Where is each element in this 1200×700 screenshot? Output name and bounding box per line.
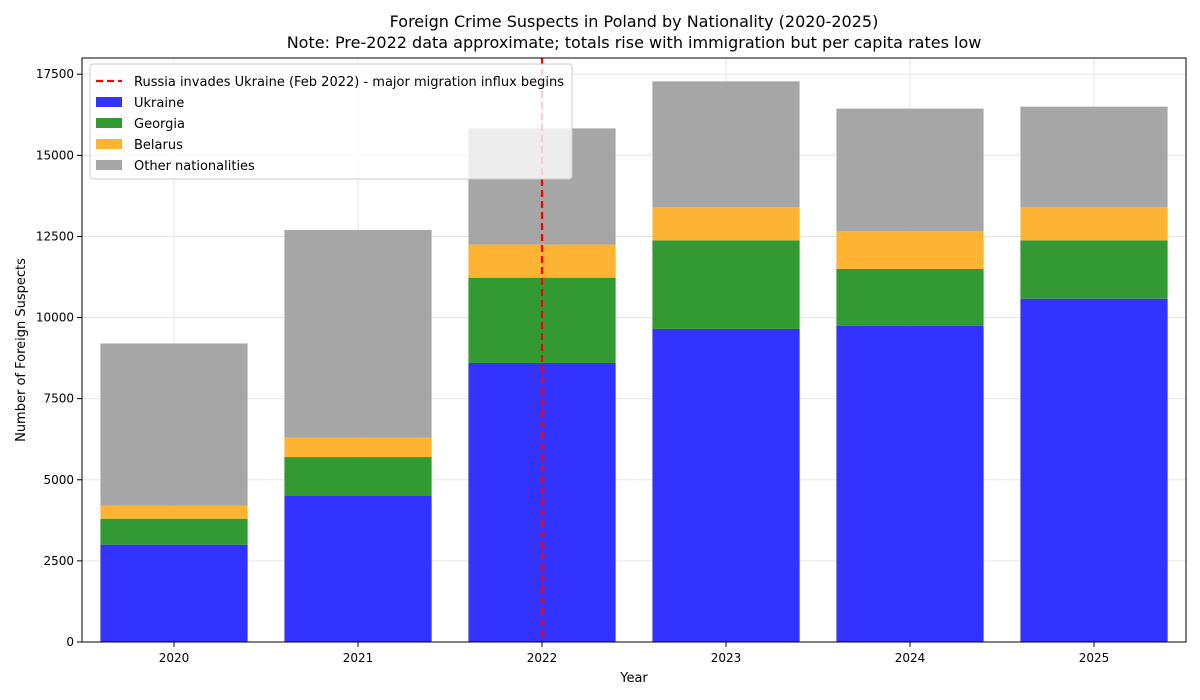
y-tick-label: 15000 (36, 148, 74, 162)
bar-segment (1020, 240, 1168, 299)
bar-segment (100, 505, 248, 519)
bar-segment (284, 496, 432, 642)
y-axis-label: Number of Foreign Suspects (14, 258, 29, 442)
bar-segment (836, 268, 984, 326)
legend-label: Belarus (134, 138, 183, 153)
bar-segment (100, 544, 248, 642)
x-tick-label: 2020 (159, 651, 190, 665)
y-tick-label: 0 (66, 635, 74, 649)
x-tick-label: 2025 (1079, 651, 1110, 665)
bar-segment (100, 343, 248, 506)
y-tick-label: 17500 (36, 67, 74, 81)
bar-segment (1020, 298, 1168, 642)
legend-swatch (96, 97, 122, 107)
legend: Russia invades Ukraine (Feb 2022) - majo… (89, 63, 573, 180)
bars (100, 81, 1168, 642)
x-axis-ticks: 2020 2021 2022 2023 2024 2025 (159, 642, 1110, 665)
bar-segment (284, 457, 432, 496)
x-tick-label: 2023 (711, 651, 742, 665)
bar-segment (652, 81, 800, 208)
y-tick-label: 10000 (36, 311, 74, 325)
y-tick-label: 5000 (43, 473, 74, 487)
bar-segment (284, 229, 432, 438)
legend-label: Other nationalities (134, 159, 255, 174)
legend-label: Russia invades Ukraine (Feb 2022) - majo… (134, 75, 564, 90)
bar-segment (1020, 106, 1168, 207)
bar-segment (836, 108, 984, 232)
legend-label: Ukraine (134, 96, 184, 111)
x-tick-label: 2024 (895, 651, 926, 665)
y-tick-label: 2500 (43, 554, 74, 568)
bar-segment (100, 518, 248, 545)
x-tick-label: 2021 (343, 651, 374, 665)
bar-segment (1020, 206, 1168, 241)
x-axis-label: Year (619, 671, 648, 686)
y-tick-label: 7500 (43, 392, 74, 406)
bar-segment (836, 325, 984, 642)
chart-title: Foreign Crime Suspects in Poland by Nati… (390, 12, 879, 31)
y-tick-label: 12500 (36, 229, 74, 243)
bar-segment (652, 240, 800, 329)
chart-subtitle: Note: Pre-2022 data approximate; totals … (287, 33, 982, 52)
legend-box (89, 63, 573, 180)
x-tick-label: 2022 (527, 651, 558, 665)
bar-segment (836, 231, 984, 269)
plot-frame (81, 57, 1187, 643)
y-axis-ticks: 0 2500 5000 7500 10000 12500 15000 17500 (36, 67, 82, 649)
bar-segment (284, 437, 432, 458)
legend-label: Georgia (134, 117, 185, 132)
bar-segment (652, 207, 800, 241)
legend-swatch (96, 118, 122, 128)
legend-swatch (96, 160, 122, 170)
bar-segment (652, 328, 800, 642)
legend-swatch (96, 139, 122, 149)
